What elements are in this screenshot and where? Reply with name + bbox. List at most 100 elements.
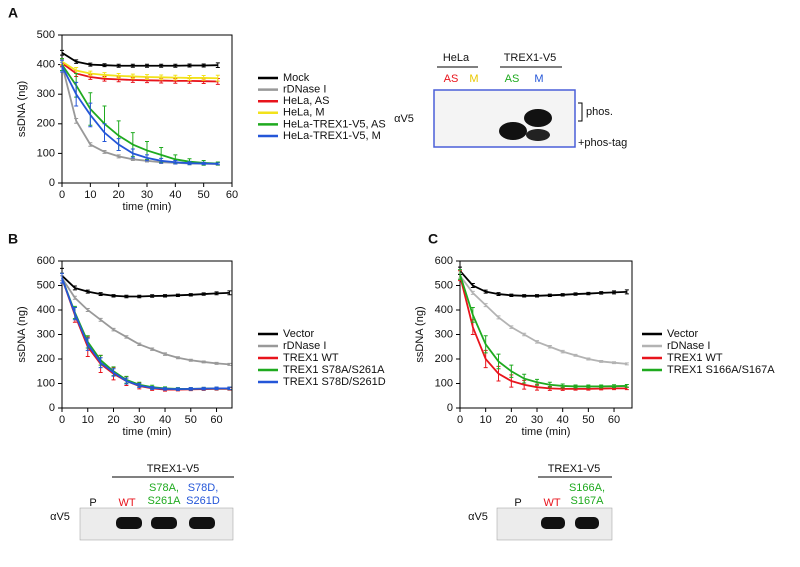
error-bar [599, 359, 604, 363]
error-bar [159, 74, 164, 81]
series-line [459, 275, 627, 365]
y-tick-label: 100 [37, 377, 55, 389]
error-bar [150, 385, 155, 390]
error-bar [60, 59, 64, 73]
error-bar [173, 160, 178, 165]
error-bar [187, 161, 192, 166]
series-line [61, 60, 218, 80]
error-bar [72, 295, 77, 300]
error-bar [88, 102, 93, 128]
error-bar [102, 123, 107, 143]
lane-label: WT [118, 497, 135, 509]
error-bar [175, 387, 180, 391]
blot-frame [433, 89, 576, 148]
blot-c: TREX1-V5 P WT S166A, S167A αV5 [468, 463, 613, 541]
error-bar [535, 378, 540, 386]
error-bar [163, 352, 168, 356]
error-bar [137, 294, 142, 299]
lane-label: S261A [147, 495, 181, 507]
y-tick-label: 0 [447, 402, 453, 414]
x-tick-label: 20 [505, 414, 517, 426]
legend-label: TREX1 S166A/S167A [667, 364, 775, 376]
error-bar [612, 361, 617, 365]
x-tick-label: 10 [480, 414, 492, 426]
x-tick-label: 40 [169, 189, 181, 201]
y-tick-label: 400 [435, 304, 453, 316]
error-bar [124, 377, 129, 385]
blot-a: HeLa TREX1-V5 AS M AS M αV5 phos. +phos-… [394, 52, 627, 149]
legend-label: HeLa, AS [283, 95, 329, 107]
y-tick-label: 500 [435, 279, 453, 291]
series-line [61, 65, 218, 165]
y-tick-label: 300 [435, 328, 453, 340]
legend-label: rDNase I [283, 84, 326, 96]
x-tick-label: 60 [226, 189, 238, 201]
band [524, 109, 552, 127]
y-tick-label: 400 [37, 59, 55, 71]
y-tick-label: 0 [49, 177, 55, 189]
series-line [61, 64, 218, 165]
panel-label: C [428, 231, 438, 247]
error-bar [612, 290, 617, 295]
error-bar [624, 383, 629, 388]
error-bar [188, 293, 193, 297]
error-bar [188, 387, 193, 391]
lane-label: S167A [570, 495, 604, 507]
y-tick-label: 500 [37, 279, 55, 291]
band [575, 517, 599, 529]
error-bar [111, 368, 116, 377]
error-bar [227, 386, 232, 391]
error-bar [483, 289, 488, 294]
error-bar [624, 362, 629, 366]
x-tick-label: 50 [198, 189, 210, 201]
lane-label: AS [444, 73, 459, 85]
error-bar [145, 74, 149, 80]
error-bar [98, 317, 103, 322]
y-tick-label: 0 [49, 402, 55, 414]
error-bar [124, 294, 129, 299]
error-bar [573, 292, 578, 296]
error-bar [458, 269, 462, 280]
error-bar [599, 384, 604, 389]
error-bar [547, 293, 552, 298]
error-bar [85, 289, 90, 294]
series-line [61, 277, 230, 366]
x-tick-label: 0 [59, 414, 65, 426]
y-tick-label: 300 [37, 328, 55, 340]
band [499, 122, 527, 140]
y-axis-label: ssDNA (ng) [414, 306, 426, 362]
error-bar [522, 373, 527, 384]
error-bar [60, 272, 64, 284]
error-bar [599, 291, 604, 295]
error-bar [227, 290, 232, 296]
band [526, 129, 550, 141]
error-bar [98, 292, 103, 297]
error-bar [214, 361, 219, 365]
antibody-label: αV5 [394, 113, 414, 125]
legend-label: HeLa-TREX1-V5, AS [283, 118, 386, 130]
y-tick-label: 200 [37, 353, 55, 365]
error-bar [111, 327, 116, 332]
band [189, 517, 215, 529]
error-bar [145, 63, 149, 68]
x-tick-label: 40 [159, 414, 171, 426]
error-bar [150, 347, 155, 351]
y-tick-label: 400 [37, 304, 55, 316]
y-tick-label: 200 [435, 353, 453, 365]
error-bar [159, 63, 164, 68]
x-axis-label: time (min) [522, 426, 571, 438]
y-axis-label: ssDNA (ng) [16, 81, 28, 137]
error-bar [60, 49, 64, 56]
legend-label: HeLa, M [283, 107, 325, 119]
legend-label: rDNase I [283, 340, 326, 352]
error-bar [188, 358, 193, 362]
error-bar [116, 138, 121, 151]
error-bar [72, 307, 77, 321]
panel-label: B [8, 231, 18, 247]
x-axis-label: time (min) [123, 426, 172, 438]
legend-label: Vector [667, 328, 699, 340]
lane-label: S78A, [149, 482, 179, 494]
error-bar [215, 62, 220, 69]
error-bar [116, 154, 121, 159]
error-bar [74, 59, 79, 64]
